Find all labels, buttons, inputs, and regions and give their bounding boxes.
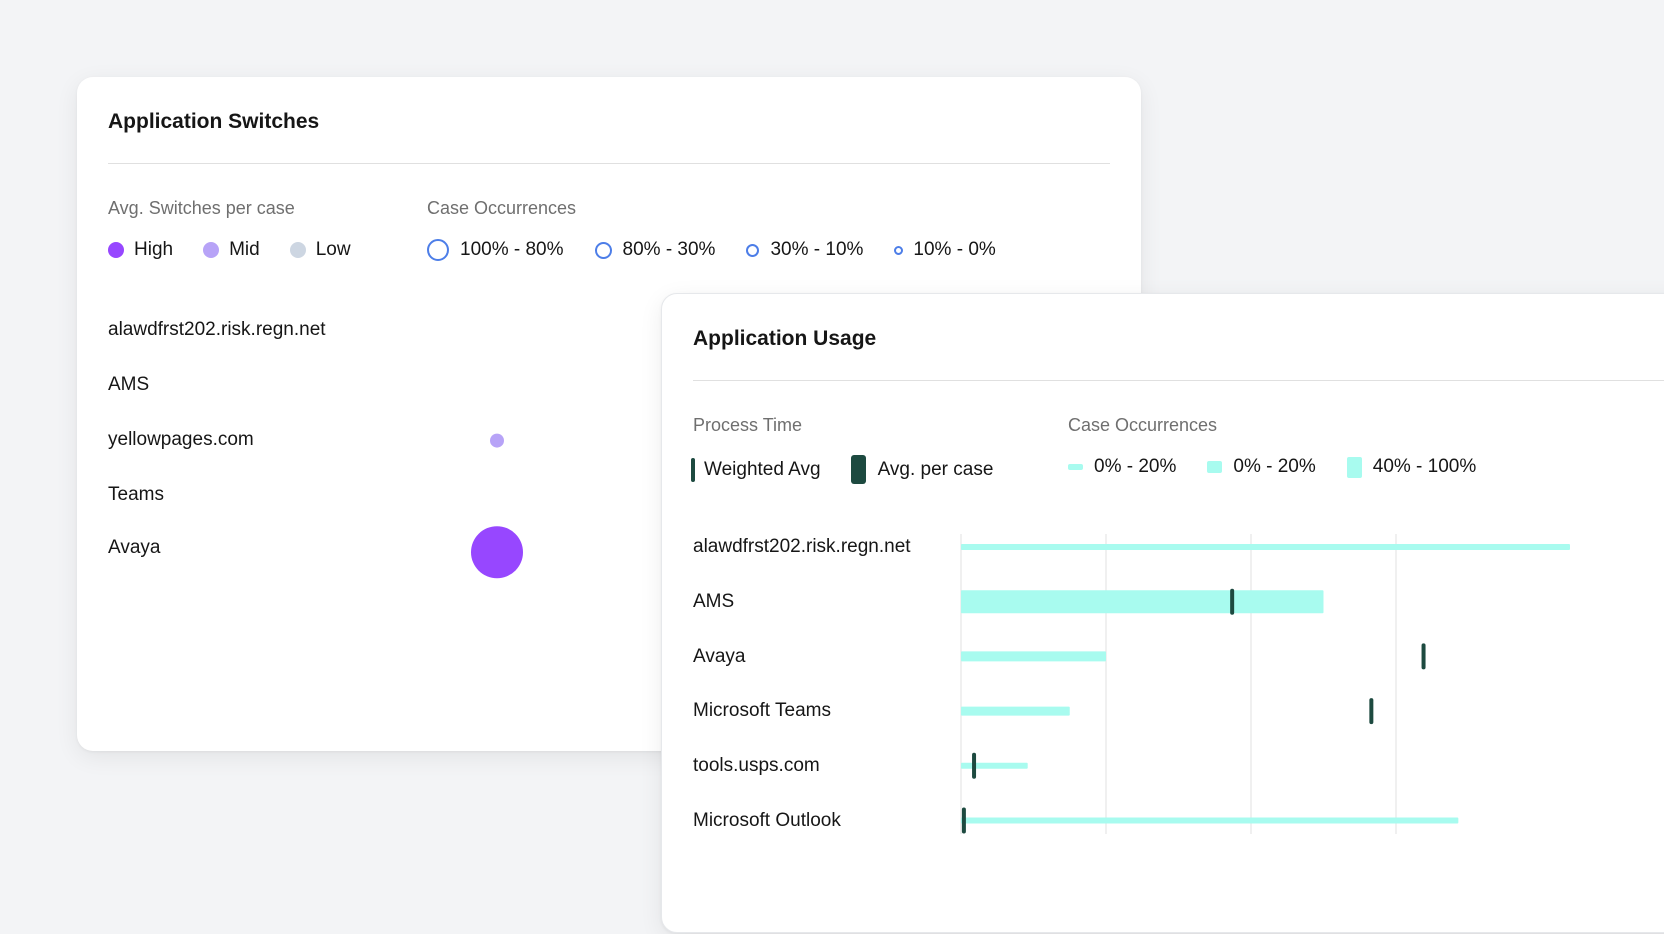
row-label: alawdfrst202.risk.regn.net — [693, 536, 911, 557]
usage-bar — [961, 706, 1070, 716]
legend-item-10-0: 10% - 0% — [894, 239, 996, 261]
mid-dot-icon — [203, 242, 220, 258]
row-label: tools.usps.com — [693, 755, 820, 776]
card-title: Application Usage — [693, 327, 877, 350]
bubble-point — [490, 433, 504, 448]
legend-label: 100% - 80% — [460, 239, 564, 260]
weighted-avg-marker-icon — [691, 457, 695, 482]
bar-thick-swatch-icon — [1346, 456, 1362, 478]
legend-avg-switches: High Mid Low — [108, 239, 351, 261]
legend-item-mid: Mid — [203, 239, 260, 261]
bubble-point — [471, 526, 523, 579]
legend-item-thin: 0% - 20% — [1068, 456, 1176, 478]
circle-medium-icon — [594, 241, 612, 259]
legend-item-medium: 0% - 20% — [1207, 456, 1316, 478]
usage-bar — [961, 590, 1324, 614]
row-label: Avaya — [108, 537, 161, 558]
usage-bar — [961, 817, 1459, 824]
weighted-avg-marker — [1369, 698, 1374, 725]
usage-bar — [961, 651, 1106, 662]
legend-item-thick: 40% - 100% — [1346, 456, 1477, 478]
weighted-avg-marker — [1421, 643, 1426, 670]
high-dot-icon — [108, 242, 124, 258]
usage-bar-chart — [960, 534, 1570, 834]
circle-large-icon — [427, 239, 449, 261]
row-label: alawdfrst202.risk.regn.net — [108, 319, 326, 340]
legend-label: High — [134, 239, 174, 260]
bar-thin-swatch-icon — [1068, 464, 1083, 470]
row-label: AMS — [108, 374, 150, 395]
bar-medium-swatch-icon — [1207, 461, 1223, 473]
legend-label: 0% - 20% — [1094, 456, 1177, 477]
row-label: Avaya — [693, 646, 746, 667]
circle-small-icon — [746, 243, 760, 257]
legend-item-30-10: 30% - 10% — [746, 239, 863, 261]
usage-bar — [961, 762, 1028, 769]
legend-item-low: Low — [289, 239, 351, 261]
weighted-avg-marker — [972, 752, 977, 779]
legend-label: 0% - 20% — [1233, 456, 1316, 477]
legend-label: Weighted Avg — [704, 458, 821, 480]
legend-case-occurrences: 0% - 20% 0% - 20% 40% - 100% — [1068, 456, 1476, 478]
legend-item-weighted-avg: Weighted Avg — [691, 457, 821, 482]
row-label: Microsoft Outlook — [693, 810, 841, 831]
legend-label: 30% - 10% — [770, 239, 864, 260]
legend-label: 80% - 30% — [622, 239, 716, 260]
title-divider — [693, 380, 1664, 381]
avg-per-case-marker-icon — [850, 455, 866, 484]
legend-item-high: High — [108, 239, 173, 261]
row-label: Microsoft Teams — [693, 700, 831, 721]
legend-label: Avg. per case — [877, 458, 994, 480]
legend-item-100-80: 100% - 80% — [427, 239, 564, 261]
legend-label: Mid — [229, 239, 260, 260]
legend-pt-title: Process Time — [693, 415, 803, 435]
legend-label: Low — [315, 239, 351, 260]
legend-occ-title: Case Occurrences — [1068, 415, 1218, 435]
row-label: yellowpages.com — [108, 429, 254, 450]
legend-process-time: Weighted Avg Avg. per case — [691, 455, 993, 484]
legend-avg-title: Avg. Switches per case — [108, 198, 295, 218]
application-usage-card: Application Usage Process Time Weighted … — [661, 293, 1664, 933]
row-label: AMS — [693, 591, 735, 612]
low-dot-icon — [289, 242, 306, 258]
legend-occ-title: Case Occurrences — [427, 198, 577, 218]
legend-item-avg-per-case: Avg. per case — [850, 455, 994, 484]
legend-label: 40% - 100% — [1372, 456, 1477, 477]
legend-label: 10% - 0% — [913, 239, 996, 260]
title-divider — [108, 163, 1110, 164]
card-title: Application Switches — [108, 110, 320, 133]
circle-tiny-icon — [894, 245, 904, 255]
legend-case-occurrences: 100% - 80% 80% - 30% 30% - 10% 10% - 0% — [427, 239, 996, 261]
legend-item-80-30: 80% - 30% — [594, 239, 716, 261]
row-label: Teams — [108, 484, 164, 505]
weighted-avg-marker — [1230, 588, 1235, 615]
usage-bar — [961, 544, 1570, 550]
weighted-avg-marker — [961, 807, 966, 834]
